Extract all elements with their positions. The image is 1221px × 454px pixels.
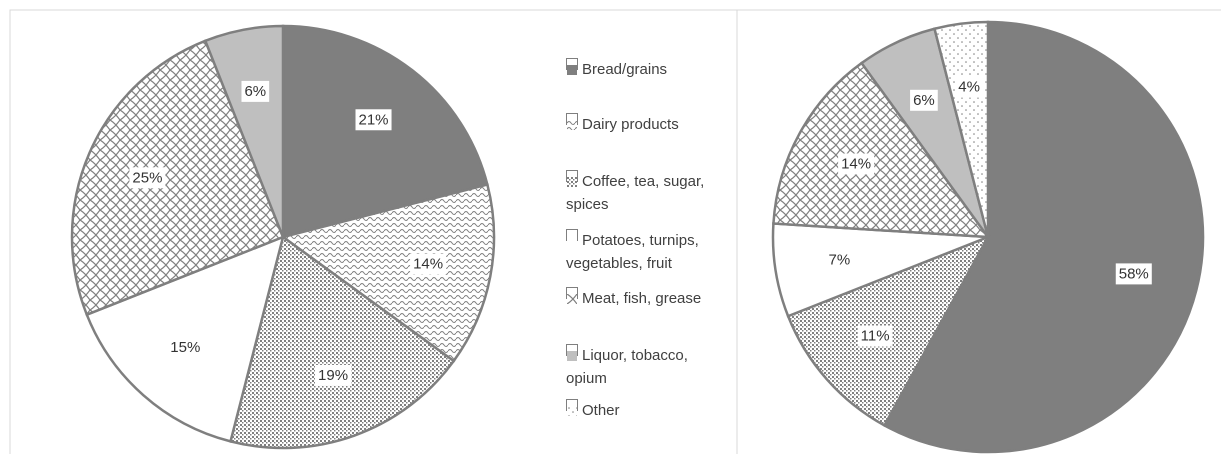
data-label-bg bbox=[910, 89, 938, 111]
data-label-bg bbox=[315, 364, 352, 386]
legend-swatch bbox=[566, 344, 578, 361]
legend-label: Liquor, tobacco, opium bbox=[566, 347, 688, 387]
legend-label: Potatoes, turnips, vegetables, fruit bbox=[566, 232, 699, 272]
data-label: 25% bbox=[132, 169, 162, 186]
pie-slice bbox=[933, 20, 990, 238]
data-label-bg bbox=[167, 336, 204, 358]
legend-label: Bread/grains bbox=[582, 61, 668, 78]
legend-item: Dairy products bbox=[566, 113, 726, 136]
legend-label: Other bbox=[582, 402, 620, 419]
legend-item: Potatoes, turnips, vegetables, fruit bbox=[566, 229, 726, 275]
data-label: 19% bbox=[318, 367, 348, 384]
legend-swatch bbox=[566, 58, 578, 75]
data-label: 6% bbox=[913, 92, 935, 109]
data-label-bg bbox=[241, 80, 270, 102]
legend-item: Meat, fish, grease bbox=[566, 287, 726, 310]
data-label: 11% bbox=[861, 327, 890, 344]
legend-swatch bbox=[566, 113, 578, 130]
legend-swatch bbox=[566, 229, 578, 246]
legend-item: Liquor, tobacco, opium bbox=[566, 344, 726, 390]
data-label-bg bbox=[825, 249, 854, 271]
data-label: 15% bbox=[170, 339, 200, 356]
data-label-bg bbox=[857, 325, 893, 347]
data-label: 58% bbox=[1119, 265, 1149, 282]
legend-item: Coffee, tea, sugar, spices bbox=[566, 170, 726, 216]
data-label: 14% bbox=[413, 256, 443, 273]
pie-slice bbox=[882, 20, 1205, 454]
legend-item: Bread/grains bbox=[566, 58, 726, 81]
legend-swatch bbox=[566, 399, 578, 416]
data-label-bg bbox=[838, 153, 875, 175]
data-label-bg bbox=[1115, 263, 1152, 285]
legend-item: Other bbox=[566, 399, 726, 422]
data-label-bg bbox=[129, 167, 166, 189]
data-label: 14% bbox=[841, 155, 871, 172]
data-label-bg bbox=[410, 253, 447, 275]
pie-slice bbox=[70, 39, 285, 317]
legend-swatch bbox=[566, 287, 578, 304]
pie-slice bbox=[229, 234, 456, 450]
data-label: 21% bbox=[359, 111, 389, 128]
data-label-bg bbox=[955, 76, 983, 98]
pie-slice bbox=[281, 24, 489, 239]
legend-label: Coffee, tea, sugar, spices bbox=[566, 173, 705, 213]
data-label-bg bbox=[355, 109, 392, 131]
data-label: 4% bbox=[958, 79, 980, 96]
pie-slice bbox=[203, 24, 285, 238]
legend-swatch bbox=[566, 170, 578, 187]
data-label: 6% bbox=[244, 83, 266, 100]
legend-label: Meat, fish, grease bbox=[582, 290, 702, 307]
pie-slice bbox=[772, 61, 991, 239]
legend-label: Dairy products bbox=[582, 116, 679, 133]
pie-slice bbox=[280, 183, 496, 363]
data-label: 7% bbox=[829, 252, 851, 269]
